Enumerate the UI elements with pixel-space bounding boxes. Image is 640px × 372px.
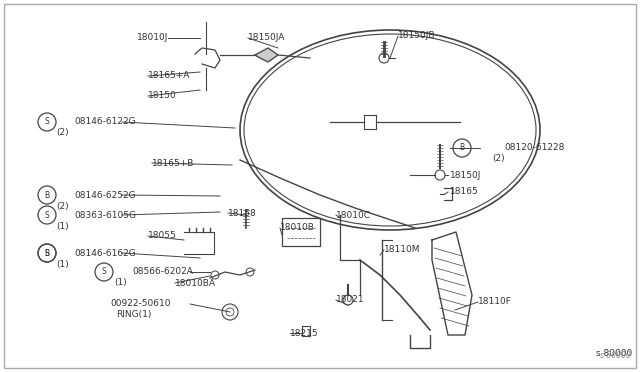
Text: B: B (460, 144, 465, 153)
Text: 08566-6202A: 08566-6202A (132, 267, 193, 276)
Text: (2): (2) (492, 154, 504, 164)
Text: 18010C: 18010C (336, 211, 371, 219)
Text: (1): (1) (56, 260, 68, 269)
Text: 08120-61228: 08120-61228 (504, 144, 564, 153)
Text: 08363-6105G: 08363-6105G (74, 211, 136, 219)
Text: S: S (45, 118, 49, 126)
Text: 18010B: 18010B (280, 224, 315, 232)
Text: B: B (44, 248, 49, 257)
Text: 18021: 18021 (336, 295, 365, 305)
Polygon shape (432, 232, 472, 335)
Text: 18055: 18055 (148, 231, 177, 241)
Text: RING(1): RING(1) (116, 311, 152, 320)
Text: 18110M: 18110M (384, 246, 420, 254)
Text: B: B (44, 190, 49, 199)
Text: 18165+B: 18165+B (152, 158, 195, 167)
Text: 08146-6122G: 08146-6122G (74, 118, 136, 126)
Text: S: S (102, 267, 106, 276)
Text: S: S (45, 211, 49, 219)
Text: s 80000: s 80000 (600, 350, 631, 359)
Text: 18165+A: 18165+A (148, 71, 190, 80)
Text: s 80000: s 80000 (596, 350, 632, 359)
Bar (282, 218, 320, 246)
Text: 18150: 18150 (148, 92, 177, 100)
Text: (2): (2) (56, 202, 68, 211)
Text: 18150J: 18150J (450, 170, 481, 180)
Polygon shape (255, 48, 278, 62)
Text: 18150JA: 18150JA (248, 33, 285, 42)
Text: 18215: 18215 (290, 328, 319, 337)
Text: 18010BA: 18010BA (175, 279, 216, 288)
Text: (1): (1) (114, 279, 127, 288)
Text: 08146-6252G: 08146-6252G (74, 190, 136, 199)
Text: (1): (1) (56, 221, 68, 231)
Text: 18110F: 18110F (478, 298, 512, 307)
Text: 18010J: 18010J (136, 33, 168, 42)
Text: 18150JB: 18150JB (398, 32, 435, 41)
Text: 18165: 18165 (450, 187, 479, 196)
Text: 08146-6162G: 08146-6162G (74, 248, 136, 257)
Text: 18158: 18158 (228, 208, 257, 218)
Text: (2): (2) (56, 128, 68, 138)
Text: S: S (45, 248, 49, 257)
Text: 00922-50610: 00922-50610 (110, 299, 170, 308)
